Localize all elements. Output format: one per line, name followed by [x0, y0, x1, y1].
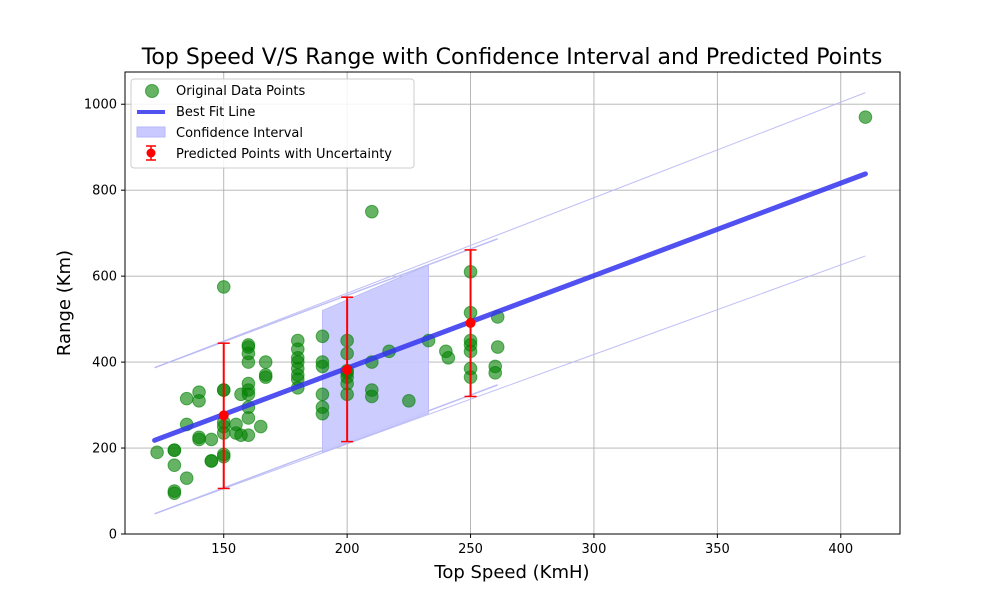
data-point [315, 387, 330, 402]
data-point [858, 110, 873, 124]
tick-layer: 150 200 250 300 350 400 0 200 400 600 800 1000 [84, 98, 853, 557]
predicted-point [465, 317, 476, 328]
data-point [192, 432, 206, 447]
y-tick-label: 200 [92, 442, 117, 457]
data-point [204, 454, 219, 468]
data-point [204, 432, 219, 447]
data-point [441, 350, 456, 365]
x-tick-label: 150 [211, 542, 236, 557]
best-fit-line [152, 171, 868, 443]
legend-label-fit-line: Best Fit Line [176, 105, 255, 120]
data-point [241, 387, 256, 402]
data-point [258, 370, 273, 384]
data-point [241, 355, 256, 369]
data-point [490, 340, 505, 354]
data-point [179, 391, 194, 406]
data-point [241, 428, 256, 442]
legend-label-predicted: Predicted Points with Uncertainty [176, 147, 392, 162]
data-point [192, 393, 206, 408]
band_outer-upper-line [154, 92, 866, 369]
chart-title: Top Speed V/S Range with Confidence Inte… [141, 45, 883, 70]
data-point [253, 419, 268, 434]
legend-label-confidence: Confidence Interval [176, 126, 303, 141]
x-tick-label: 250 [458, 542, 483, 557]
best-fit-layer [152, 171, 868, 443]
data-point [365, 389, 379, 404]
plot-frame [124, 71, 901, 535]
legend-label-original-points: Original Data Points [176, 84, 305, 99]
band_outer-lower-line [154, 255, 866, 515]
x-tick-label: 300 [582, 542, 607, 557]
data-points-layer [150, 110, 873, 500]
x-tick-label: 400 [828, 542, 853, 557]
legend-marker-predicted [146, 148, 156, 158]
data-point [150, 445, 164, 460]
data-point [167, 443, 182, 457]
y-tick-label: 800 [92, 184, 117, 199]
y-tick-label: 600 [92, 270, 117, 285]
data-point [365, 204, 379, 219]
data-point [315, 359, 330, 374]
y-tick-label: 1000 [84, 98, 117, 113]
data-point [402, 393, 416, 408]
data-point [216, 280, 231, 294]
data-point [179, 471, 194, 485]
data-point [258, 355, 273, 369]
x-tick-label: 200 [335, 542, 360, 557]
data-point [167, 458, 182, 473]
y-tick-label: 400 [92, 356, 117, 371]
data-point [315, 329, 330, 344]
predicted-point [218, 410, 229, 421]
legend-marker-confidence [136, 126, 166, 138]
data-point [241, 411, 256, 425]
x-axis-label: Top Speed (KmH) [433, 562, 589, 583]
data-point [488, 366, 503, 380]
legend-box [130, 78, 415, 169]
data-point [167, 484, 182, 498]
predicted-points-layer [217, 249, 477, 490]
y-tick-label: 0 [109, 528, 117, 543]
x-tick-label: 350 [705, 542, 730, 557]
legend-marker-original-points [145, 84, 159, 98]
legend: Original Data Points Best Fit Line Confi… [130, 78, 415, 169]
y-axis-label: Range (Km) [54, 250, 75, 356]
band_inner-upper-line [154, 238, 498, 369]
data-point [315, 406, 330, 421]
predicted-point [342, 364, 353, 375]
